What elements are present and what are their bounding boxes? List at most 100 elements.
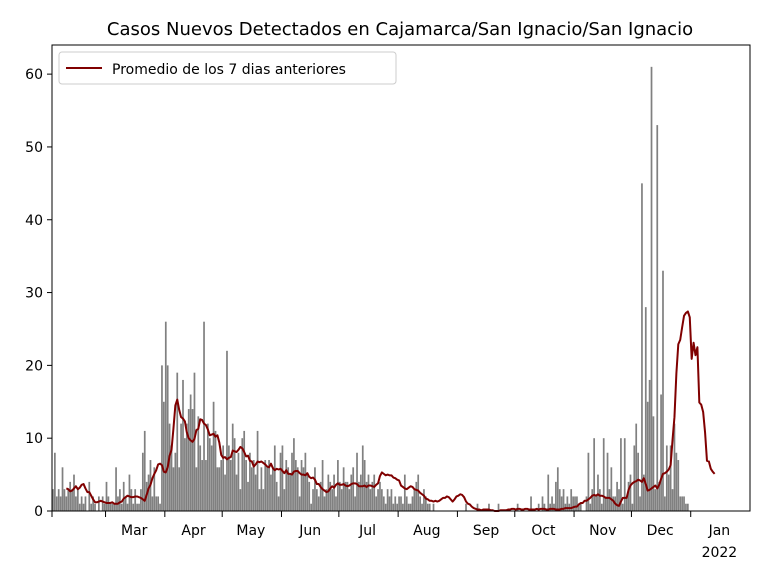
- bar: [268, 460, 270, 511]
- bar: [650, 66, 653, 511]
- bar: [683, 496, 685, 511]
- bar: [250, 467, 253, 511]
- bar: [340, 489, 343, 511]
- bar: [593, 438, 596, 511]
- bar: [277, 496, 280, 511]
- bar: [407, 503, 410, 511]
- bar: [612, 496, 615, 511]
- bar: [120, 503, 123, 511]
- bar: [235, 474, 238, 511]
- bar: [199, 445, 202, 511]
- bar: [656, 125, 659, 511]
- bar: [365, 481, 368, 511]
- bar: [245, 460, 247, 511]
- bar: [243, 430, 246, 511]
- bar: [65, 496, 68, 511]
- bar: [300, 460, 303, 511]
- bar: [432, 503, 435, 511]
- x-tick-label: Nov: [589, 523, 616, 539]
- bar: [465, 503, 467, 511]
- y-tick-label: 50: [25, 140, 43, 156]
- bar: [597, 474, 599, 511]
- bar: [589, 503, 592, 511]
- bar: [646, 401, 649, 511]
- bar: [222, 445, 225, 511]
- bar: [373, 474, 376, 511]
- bar: [537, 503, 540, 511]
- bar: [75, 496, 77, 511]
- bar: [84, 496, 87, 511]
- bar: [686, 503, 689, 511]
- bar: [411, 496, 414, 511]
- bar: [174, 452, 177, 511]
- bar: [562, 489, 565, 511]
- bar: [166, 365, 169, 511]
- bar: [333, 474, 335, 511]
- bar: [547, 474, 550, 511]
- bar: [157, 496, 159, 511]
- bar: [392, 503, 395, 511]
- bar: [170, 445, 173, 511]
- bar: [643, 474, 645, 511]
- bar: [641, 183, 643, 511]
- bar: [551, 496, 553, 511]
- bar: [119, 489, 121, 511]
- x-tick-label: Aug: [413, 523, 440, 539]
- bar: [122, 481, 125, 511]
- bar: [254, 474, 257, 511]
- bar: [182, 379, 184, 511]
- bar: [570, 489, 573, 511]
- y-tick-label: 10: [25, 431, 43, 447]
- bar: [214, 430, 217, 511]
- bar: [205, 460, 207, 511]
- bar: [610, 467, 613, 511]
- bar: [187, 409, 190, 511]
- bar: [488, 503, 490, 511]
- bar: [671, 489, 674, 511]
- bar: [308, 481, 311, 511]
- x-tick-label: Jun: [298, 523, 321, 539]
- bar: [398, 496, 400, 511]
- bar: [285, 460, 288, 511]
- bar: [381, 489, 383, 511]
- bar: [197, 416, 200, 511]
- bar: [178, 467, 181, 511]
- bar: [576, 496, 578, 511]
- legend-label: Promedio de los 7 dias anteriores: [112, 62, 346, 78]
- bar: [421, 503, 423, 511]
- bar: [556, 467, 559, 511]
- bar: [159, 503, 161, 511]
- bar: [294, 460, 297, 511]
- bar: [247, 481, 249, 511]
- bar: [665, 445, 668, 511]
- bar: [97, 496, 100, 511]
- bar: [616, 481, 618, 511]
- bar: [153, 467, 156, 511]
- bar: [124, 496, 127, 511]
- bar: [359, 474, 362, 511]
- bar: [530, 496, 532, 511]
- bar: [405, 496, 408, 511]
- bar: [602, 438, 605, 511]
- bar: [172, 467, 175, 511]
- bar: [566, 496, 569, 511]
- bar: [585, 496, 588, 511]
- bar: [59, 496, 62, 511]
- bar: [574, 496, 576, 511]
- bar: [168, 423, 171, 511]
- bar: [306, 474, 309, 511]
- bar: [356, 452, 358, 511]
- y-tick-label: 20: [25, 358, 43, 374]
- y-tick-label: 40: [25, 213, 43, 229]
- bar: [180, 423, 182, 511]
- bar: [105, 481, 108, 511]
- bar: [161, 365, 163, 511]
- bar: [587, 452, 590, 511]
- bar: [669, 445, 672, 511]
- bar: [260, 467, 263, 511]
- y-axis: 0 10 20 30 40 50 60: [25, 67, 52, 520]
- bar: [354, 496, 356, 511]
- bar: [644, 307, 647, 511]
- bar: [241, 438, 244, 511]
